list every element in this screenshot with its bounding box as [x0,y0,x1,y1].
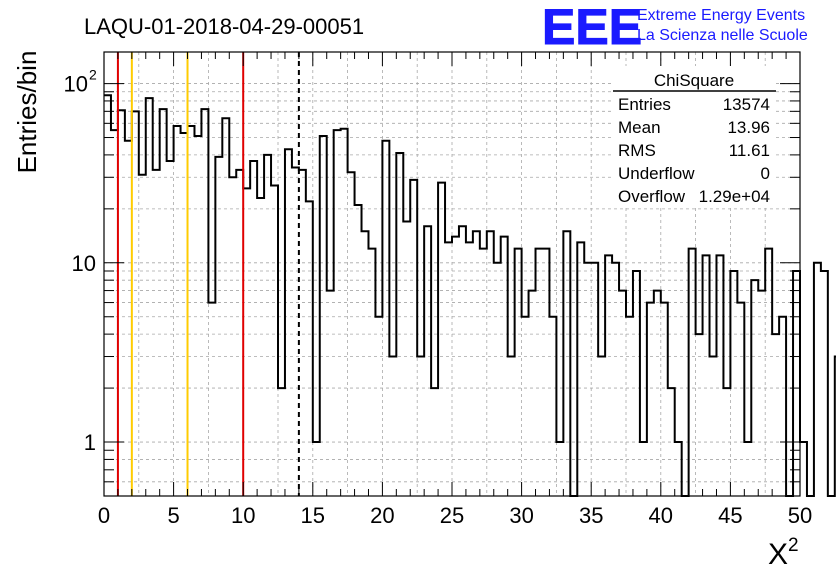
x-axis-label-main: X [768,538,788,571]
x-tick-label: 50 [788,503,812,528]
x-tick-label: 25 [440,503,464,528]
y-tick-label: 10 [64,72,88,97]
x-tick-label: 10 [231,503,255,528]
stats-name: ChiSquare [654,71,734,90]
x-tick-label: 20 [370,503,394,528]
stats-box: ChiSquare Entries 13574 Mean 13.96 RMS 1… [613,66,776,208]
y-axis-label: Entries/bin [12,51,42,174]
threshold-lines [116,52,300,496]
stats-label-underflow: Underflow [618,164,695,183]
y-tick-label: 1 [84,430,96,455]
chart-title: LAQU-01-2018-04-29-00051 [84,14,364,39]
x-axis-label-superscript: 2 [788,535,799,556]
stats-value-overflow: 1.29e+04 [699,187,770,206]
logo-line-1: Extreme Energy Events [637,7,805,24]
x-tick-label: 30 [509,503,533,528]
stats-value-underflow: 0 [761,164,770,183]
x-axis-label: X2 [768,535,799,571]
x-tick-label: 5 [167,503,179,528]
stats-label-mean: Mean [618,118,661,137]
y-tick-label: 10 [72,251,96,276]
stats-box-background [613,66,776,208]
x-tick-label: 15 [301,503,325,528]
stats-label-rms: RMS [618,141,656,160]
stats-value-rms: 11.61 [729,141,770,160]
stats-label-overflow: Overflow [618,187,686,206]
eee-logo: EEE [542,0,642,55]
stats-value-entries: 13574 [723,95,770,114]
x-tick-label: 35 [579,503,603,528]
x-tick-label: 0 [98,503,110,528]
x-tick-label: 45 [718,503,742,528]
histogram-outline [104,94,836,497]
stats-value-mean: 13.96 [727,118,770,137]
logo-line-2: La Scienza nelle Scuole [637,27,808,44]
stats-label-entries: Entries [618,95,671,114]
y-tick-label-exponent: 2 [89,67,97,83]
x-axis-ticks: 0 5 10 15 20 25 30 35 40 45 50 [98,52,812,528]
x-tick-label: 40 [649,503,673,528]
